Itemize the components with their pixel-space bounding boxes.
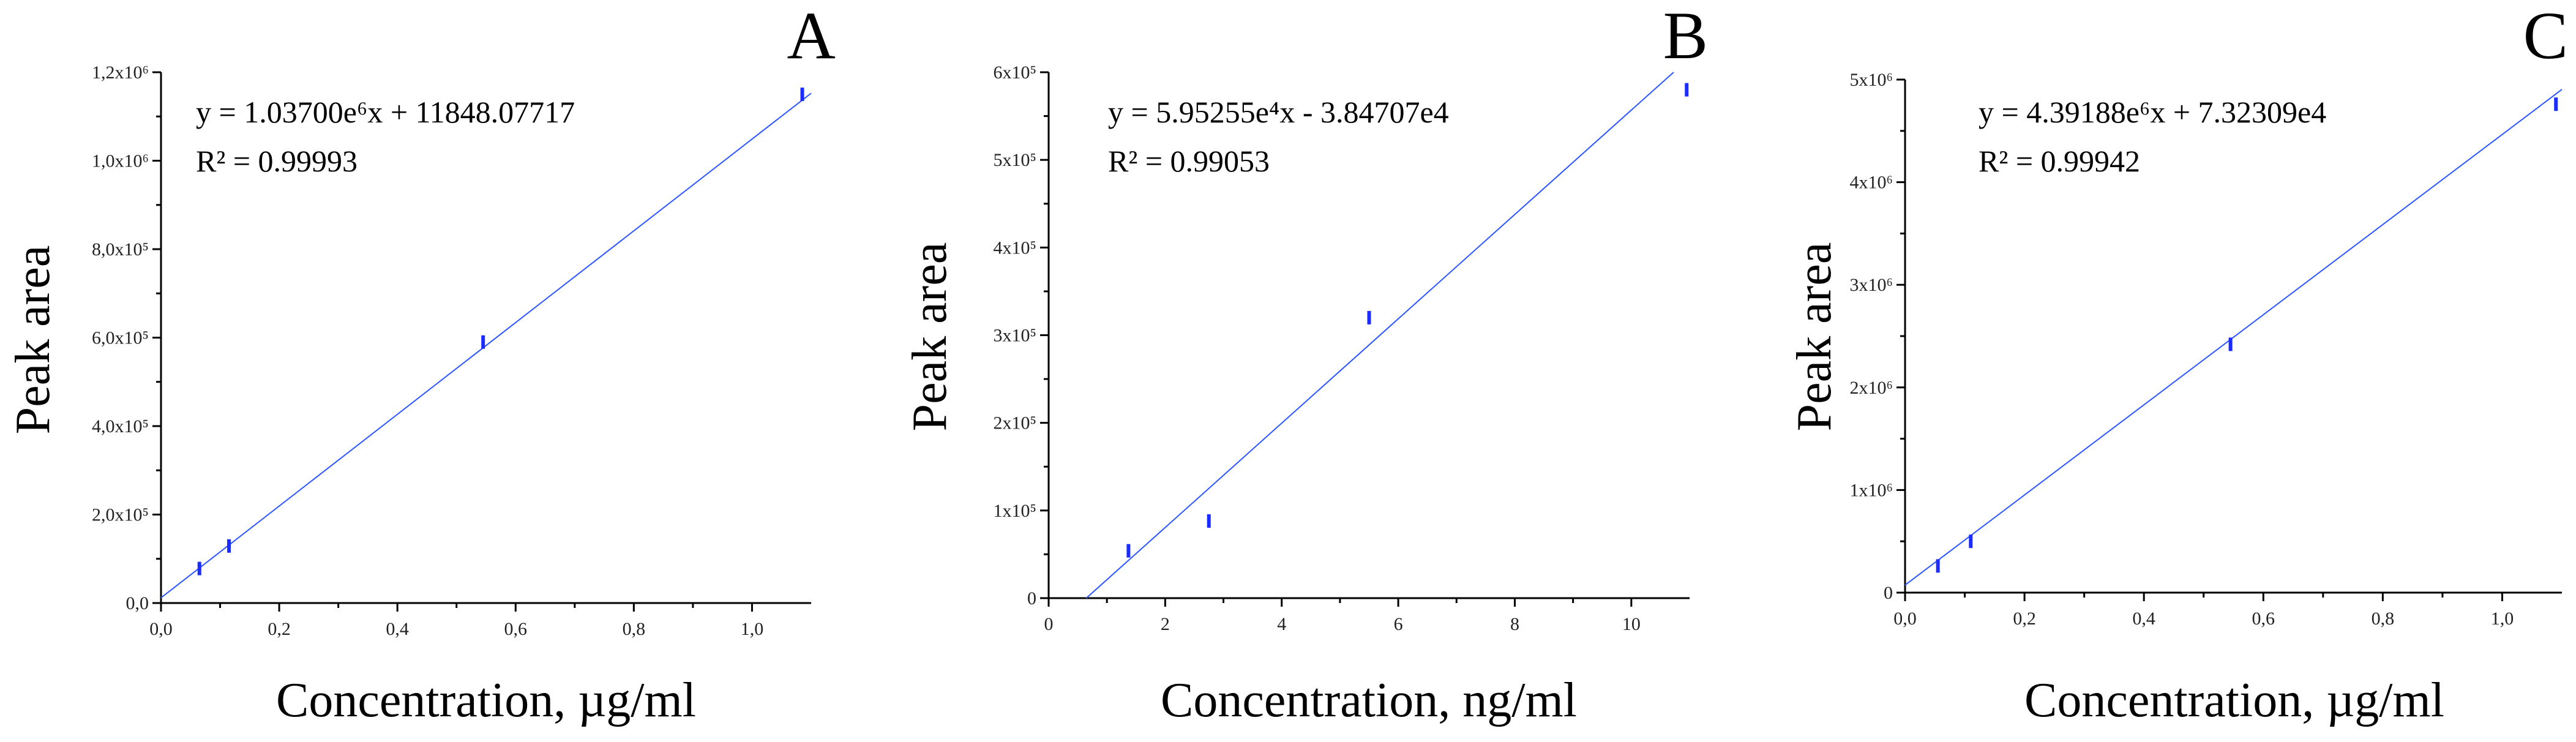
y-tick-label: 3x10⁵ [994, 326, 1036, 346]
y-tick-label: 1x10⁵ [994, 501, 1036, 521]
x-tick-label: 0,2 [268, 619, 291, 639]
x-tick-label: 0,0 [149, 619, 173, 639]
x-tick-label: 6 [1394, 614, 1403, 634]
r-squared-label: R² = 0.99993 [196, 144, 358, 178]
y-tick-label: 2x10⁵ [994, 413, 1036, 433]
x-tick-label: 1,0 [741, 619, 764, 639]
fit-line [1904, 89, 2563, 586]
y-tick-label: 4x10⁶ [1850, 173, 1893, 193]
chart-panel-b: 0 2 4 6 8 10 0 1x10⁵ 2x10⁵ 3x10⁵ 4x10⁵ 5x10⁵ 6x10⁵ y … [903, 0, 1708, 727]
y-tick-label: 6,0x10⁵ [92, 328, 149, 348]
y-tick-label: 5x10⁶ [1850, 70, 1893, 90]
fit-line [160, 92, 812, 599]
y-tick-label: 4x10⁵ [994, 238, 1036, 258]
panel-letter: C [2523, 0, 2568, 73]
fit-line [1085, 72, 1674, 599]
regression-equation: y = 4.39188e⁶x + 7.32309e4 [1979, 95, 2326, 129]
x-tick-label: 10 [1622, 614, 1641, 634]
x-tick-label: 0,6 [504, 619, 528, 639]
y-tick-label: 2x10⁶ [1850, 378, 1893, 398]
x-tick-label: 0,6 [2252, 609, 2275, 629]
y-tick-label: 1x10⁶ [1850, 480, 1893, 500]
x-tick-label: 2 [1161, 614, 1170, 634]
y-tick-label: 5x10⁵ [994, 150, 1036, 170]
x-tick-label: 0,0 [1893, 609, 1917, 629]
panel-letter: B [1663, 0, 1708, 73]
y-tick-label: 0 [1027, 588, 1036, 609]
x-axis-title: Concentration, µg/ml [276, 673, 696, 727]
r-squared-label: R² = 0.99942 [1979, 144, 2140, 178]
x-tick-label: 0,8 [623, 619, 646, 639]
x-tick-label: 0,4 [2132, 609, 2155, 629]
y-axis-title: Peak area [1788, 242, 1841, 432]
regression-equation: y = 1.03700e⁶x + 11848.07717 [196, 95, 575, 129]
y-tick-label: 1,2x10⁶ [92, 62, 149, 83]
y-tick-label: 3x10⁶ [1850, 275, 1893, 295]
x-tick-label: 0 [1044, 614, 1054, 634]
r-squared-label: R² = 0.99053 [1108, 144, 1270, 178]
x-axis-title: Concentration, µg/ml [2024, 673, 2444, 727]
chart-panel-c: 0,0 0,2 0,4 0,6 0,8 1,0 0 1x10⁶ 2x10⁶ 3x10⁶ 4x10⁶ 5… [1788, 0, 2568, 727]
x-tick-label: 0,2 [2013, 609, 2036, 629]
x-tick-label: 1,0 [2491, 609, 2514, 629]
x-tick-label: 4 [1277, 614, 1286, 634]
y-tick-label: 6x10⁵ [994, 62, 1036, 83]
y-axis-title: Peak area [6, 245, 60, 435]
y-axis-title: Peak area [903, 242, 957, 432]
panel-letter: A [787, 0, 836, 73]
chart-panel-a: 0,0 0,2 0,4 0,6 0,8 1,0 0,0 2,0x10⁵ 4,0x10⁵ 6,0x1… [6, 0, 836, 727]
y-tick-label: 2,0x10⁵ [92, 505, 149, 525]
x-tick-label: 0,8 [2372, 609, 2395, 629]
x-axis-title: Concentration, ng/ml [1161, 673, 1577, 727]
y-tick-label: 1,0x10⁶ [92, 151, 149, 171]
x-tick-label: 0,4 [386, 619, 409, 639]
y-tick-label: 4,0x10⁵ [92, 416, 149, 437]
y-tick-label: 8,0x10⁵ [92, 239, 149, 260]
x-tick-label: 8 [1510, 614, 1519, 634]
y-tick-label: 0 [1884, 583, 1893, 603]
regression-equation: y = 5.95255e⁴x - 3.84707e4 [1108, 95, 1449, 129]
y-tick-label: 0,0 [126, 593, 149, 613]
